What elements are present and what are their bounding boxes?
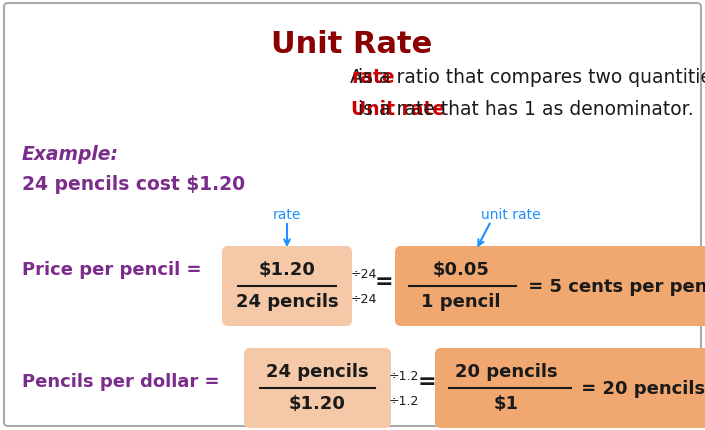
Text: Unit rate: Unit rate — [351, 100, 445, 119]
Text: 1 pencil: 1 pencil — [422, 292, 501, 310]
Text: is a rate that has 1 as denominator.: is a rate that has 1 as denominator. — [352, 100, 694, 119]
Text: $0.05: $0.05 — [433, 261, 489, 278]
FancyBboxPatch shape — [222, 246, 352, 326]
Text: A: A — [350, 68, 369, 87]
Text: ÷1.2: ÷1.2 — [389, 369, 419, 382]
Text: = 20 pencils per dollar: = 20 pencils per dollar — [575, 379, 705, 397]
Text: Price per pencil =: Price per pencil = — [22, 261, 202, 278]
FancyBboxPatch shape — [4, 4, 701, 426]
Text: 24 pencils cost $1.20: 24 pencils cost $1.20 — [22, 175, 245, 194]
Text: 24 pencils: 24 pencils — [266, 362, 369, 380]
Text: rate: rate — [352, 68, 395, 87]
Text: $1.20: $1.20 — [259, 261, 315, 278]
Text: is a ratio that compares two quantities with different units.: is a ratio that compares two quantities … — [352, 68, 705, 87]
Text: Unit Rate: Unit Rate — [271, 30, 433, 59]
FancyBboxPatch shape — [435, 348, 705, 428]
Text: $1: $1 — [493, 394, 518, 412]
Text: ÷24: ÷24 — [351, 292, 377, 305]
Text: Example:: Example: — [22, 144, 119, 164]
Text: $1.20: $1.20 — [289, 394, 346, 412]
Text: ÷24: ÷24 — [351, 267, 377, 280]
FancyBboxPatch shape — [244, 348, 391, 428]
Text: unit rate: unit rate — [482, 208, 541, 221]
FancyBboxPatch shape — [395, 246, 705, 326]
Text: =: = — [374, 271, 393, 291]
Text: 24 pencils: 24 pencils — [235, 292, 338, 310]
Text: ÷1.2: ÷1.2 — [389, 394, 419, 407]
Text: Pencils per dollar =: Pencils per dollar = — [22, 372, 219, 390]
Text: rate: rate — [273, 208, 301, 221]
Text: =: = — [417, 371, 436, 391]
Text: = 5 cents per pencil: = 5 cents per pencil — [522, 277, 705, 295]
Text: 20 pencils: 20 pencils — [455, 362, 558, 380]
